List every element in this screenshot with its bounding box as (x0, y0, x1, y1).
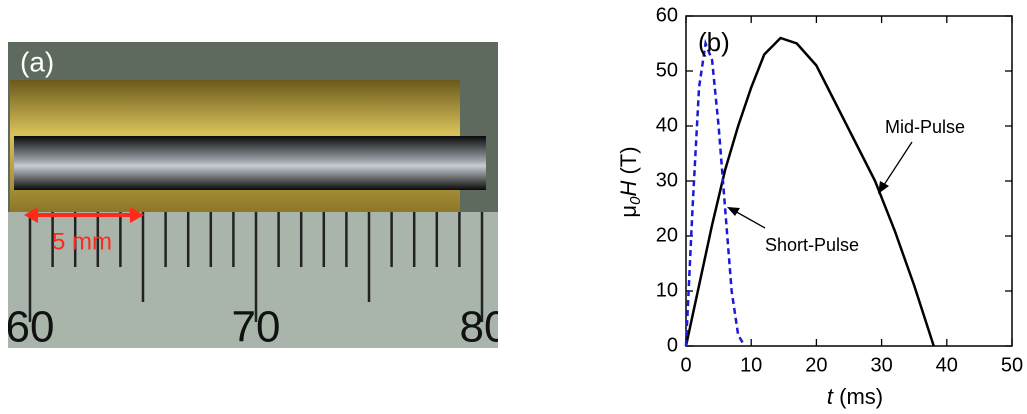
x-tick-label: 30 (870, 354, 892, 376)
x-tick-label: 40 (936, 354, 958, 376)
arrowhead (878, 181, 889, 194)
y-axis-label-mu: μ (616, 205, 641, 218)
x-tick-label: 20 (805, 354, 827, 376)
y-axis-label-var: H (616, 181, 641, 197)
y-tick-label: 50 (656, 59, 678, 81)
y-axis-label: μ0H (T) (616, 146, 644, 217)
plot-frame (686, 16, 1012, 346)
chart: 0 10 20 30 40 50 60 0 10 20 30 40 50 Mid-Pulse Short-P… (616, 4, 1023, 409)
series-line (686, 38, 986, 346)
panel-label: (b) (698, 27, 730, 57)
y-tick-label: 10 (656, 279, 678, 301)
annotation-arrow (733, 210, 765, 228)
y-axis-label-unit: (T) (616, 146, 641, 180)
annotation-arrow (882, 142, 912, 188)
x-tick-label: 50 (1001, 354, 1023, 376)
page: {"photo": {"panel_label": "(a)", "scale_… (0, 0, 1027, 414)
ruler-label: 80 (460, 303, 509, 352)
x-axis-label: t (ms) (827, 384, 883, 409)
y-tick-label: 30 (656, 169, 678, 191)
ruler-label: 60 (6, 303, 55, 352)
panel-label: (a) (20, 46, 54, 77)
x-axis-label-unit: (ms) (833, 384, 883, 409)
figure: 60 70 80 (a) 5 mm 0 10 20 30 40 50 60 0 10 20 30 40… (0, 0, 1027, 414)
y-tick-label: 40 (656, 114, 678, 136)
y-tick-label: 20 (656, 224, 678, 246)
series-annotation: Short-Pulse (765, 235, 859, 255)
photo: 60 70 80 (6, 42, 509, 352)
y-tick-label: 60 (656, 4, 678, 26)
series-annotation: Mid-Pulse (885, 117, 965, 137)
scale-label: 5 mm (52, 228, 112, 255)
arrowhead (727, 207, 740, 216)
x-tick-label: 10 (740, 354, 762, 376)
y-tick-label: 0 (667, 334, 678, 356)
ruler-label: 70 (232, 303, 281, 352)
wire-core (14, 136, 486, 190)
x-tick-label: 0 (680, 354, 691, 376)
